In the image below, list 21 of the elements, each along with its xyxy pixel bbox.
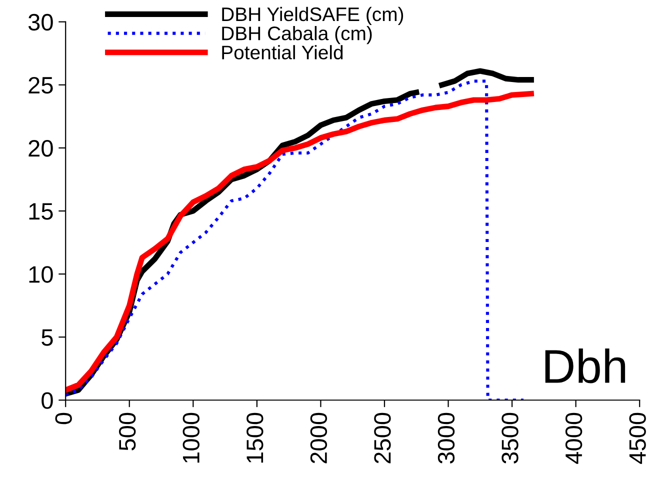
y-tick-label: 15 — [29, 203, 53, 220]
legend-label: DBH Cabala (cm) — [222, 26, 372, 44]
x-tick-label: 1000 — [182, 412, 200, 463]
legend-label: DBH YieldSAFE (cm) — [222, 6, 404, 26]
legend-label: Potential Yield — [222, 45, 343, 60]
x-tick-label: 0 — [55, 412, 72, 424]
x-tick-label: 4500 — [629, 412, 646, 464]
x-tick-label: 4000 — [565, 412, 582, 464]
y-tick-label: 25 — [28, 76, 53, 94]
y-tick-label: 0 — [42, 392, 53, 409]
x-tick-label: 2500 — [374, 412, 391, 464]
x-tick-label: 3000 — [438, 412, 455, 464]
y-tick-label: 30 — [28, 14, 53, 31]
annotation: Dbh — [545, 348, 626, 384]
x-tick-label: 500 — [118, 412, 136, 450]
x-tick-label: 1500 — [246, 412, 264, 463]
y-tick-label: 20 — [28, 140, 53, 157]
x-tick-label: 3500 — [502, 412, 518, 464]
y-tick-label: 5 — [42, 329, 53, 346]
x-tick-label: 2000 — [310, 412, 328, 464]
y-tick-label: 10 — [29, 266, 53, 283]
